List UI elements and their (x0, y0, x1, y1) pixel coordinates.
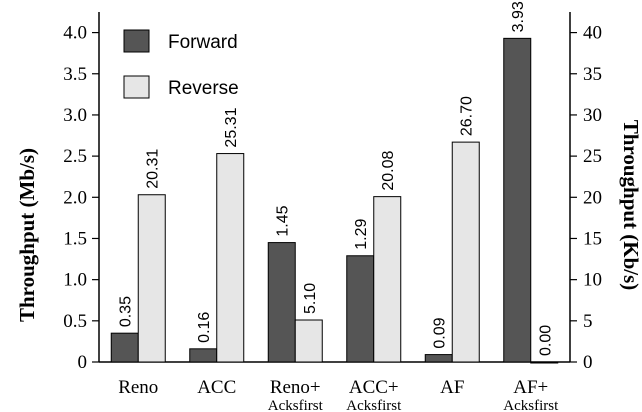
data-label-reverse: 5.10 (302, 283, 319, 314)
left-tick-label: 3.5 (63, 64, 87, 85)
bar-reverse (216, 153, 245, 363)
category-sublabel: Acksfirst (346, 398, 402, 412)
bar-reverse (373, 196, 402, 363)
data-label-reverse: 26.70 (459, 96, 476, 136)
right-tick-label: 15 (583, 228, 602, 249)
legend: Forward Reverse (123, 29, 239, 99)
data-label-reverse: 20.08 (380, 150, 397, 190)
legend-label-forward: Forward (168, 32, 238, 53)
category-sublabel: Acksfirst (503, 398, 559, 412)
bar-forward (503, 37, 532, 363)
plot-frame (98, 12, 571, 363)
category-label: AF+ (513, 377, 548, 398)
category-label: ACC (197, 377, 236, 398)
bar-reverse (294, 319, 323, 363)
right-tick-label: 20 (583, 187, 602, 208)
legend-swatch-forward (123, 29, 150, 53)
left-axis-title: Throughput (Mb/s) (15, 148, 39, 322)
right-tick-label: 30 (583, 105, 602, 126)
bars (110, 37, 559, 364)
data-label-forward: 0.35 (118, 296, 135, 327)
left-tick-label: 3.0 (63, 105, 87, 126)
category-label: AF (440, 377, 464, 398)
legend-swatch-reverse (123, 75, 150, 99)
data-label-forward: 3.93 (510, 1, 527, 32)
right-tick-label: 10 (583, 270, 602, 291)
right-tick-label: 40 (583, 23, 602, 44)
bar-reverse (451, 141, 480, 363)
data-label-reverse: 20.31 (145, 149, 162, 189)
data-label-reverse: 25.31 (223, 107, 240, 147)
right-tick-label: 25 (583, 146, 602, 167)
left-tick-label: 1.5 (63, 228, 87, 249)
data-label-forward: 0.16 (196, 312, 213, 343)
legend-label-reverse: Reverse (168, 78, 239, 99)
data-label-forward: 1.29 (353, 219, 370, 250)
bar-reverse (530, 361, 559, 364)
left-tick-label: 0.5 (63, 311, 87, 332)
right-tick-label: 5 (583, 311, 593, 332)
category-label: ACC+ (349, 377, 399, 398)
data-label-forward: 1.45 (275, 205, 292, 236)
data-label-forward: 0.09 (432, 317, 449, 348)
right-tick-label: 35 (583, 64, 602, 85)
category-label: Reno+ (270, 377, 321, 398)
bar-forward (110, 332, 139, 363)
left-tick-label: 4.0 (63, 23, 87, 44)
left-tick-label: 2.0 (63, 187, 87, 208)
category-sublabel: Acksfirst (268, 398, 324, 412)
left-y-axis: 0 0.5 1.0 1.5 2.0 2.5 3.0 3.5 4.0 (63, 23, 99, 373)
bar-forward (189, 348, 218, 363)
left-tick-label: 0 (78, 352, 88, 373)
right-y-axis: 0 5 10 15 20 25 30 35 40 (570, 23, 602, 373)
bar-forward (346, 255, 375, 363)
bar-forward (267, 242, 296, 363)
bar-forward (424, 354, 453, 363)
left-tick-label: 2.5 (63, 146, 87, 167)
data-labels: 0.35 20.31 0.16 25.31 1.45 5.10 1.29 20.08 0.09 2… (118, 1, 555, 356)
category-label: Reno (118, 377, 158, 398)
right-tick-label: 0 (583, 352, 593, 373)
bar-reverse (137, 194, 166, 363)
data-label-reverse: 0.00 (537, 325, 554, 356)
left-tick-label: 1.0 (63, 270, 87, 291)
right-axis-title: Throughput (Kb/s) (619, 120, 642, 291)
